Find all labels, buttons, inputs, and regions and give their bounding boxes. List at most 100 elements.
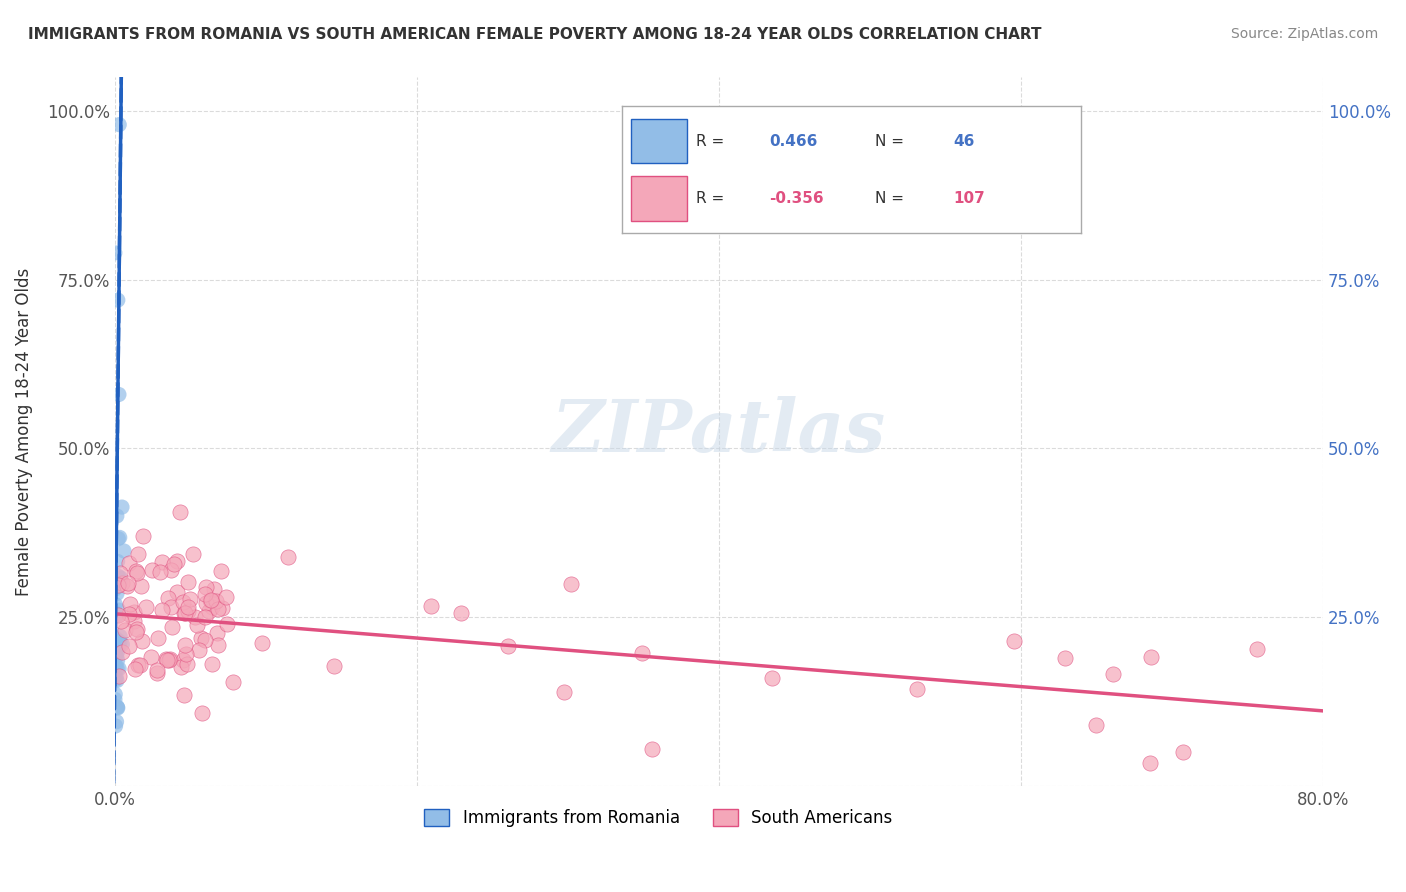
Point xyxy=(118,556,141,570)
Point xyxy=(127,622,149,636)
Point xyxy=(105,648,128,662)
Point xyxy=(173,638,195,652)
Point xyxy=(215,617,238,632)
Point xyxy=(105,586,128,600)
Point xyxy=(222,674,245,689)
Point xyxy=(104,640,127,654)
Point xyxy=(173,606,195,620)
Point xyxy=(160,599,183,614)
Point xyxy=(104,642,127,657)
Point xyxy=(127,566,149,580)
Point xyxy=(1139,756,1161,771)
Point xyxy=(146,631,169,645)
Legend: Immigrants from Romania, South Americans: Immigrants from Romania, South Americans xyxy=(418,803,900,834)
Point xyxy=(177,604,200,618)
Point xyxy=(104,692,127,706)
Y-axis label: Female Poverty Among 18-24 Year Olds: Female Poverty Among 18-24 Year Olds xyxy=(15,268,32,596)
Point xyxy=(145,663,167,677)
Point xyxy=(107,644,129,658)
Point xyxy=(111,645,134,659)
Point xyxy=(104,632,127,646)
Point xyxy=(1054,651,1077,665)
Point xyxy=(118,607,141,622)
Point xyxy=(169,505,191,519)
Point xyxy=(201,657,224,671)
Point xyxy=(107,653,129,667)
Point xyxy=(277,549,299,564)
Point xyxy=(207,602,229,616)
Point xyxy=(207,638,229,652)
Point xyxy=(107,603,129,617)
Point xyxy=(176,575,198,590)
Point xyxy=(107,554,129,568)
Point xyxy=(104,673,127,687)
Point xyxy=(107,669,129,683)
Point xyxy=(108,576,131,591)
Point xyxy=(111,637,134,651)
Point xyxy=(188,642,211,657)
Point xyxy=(553,685,575,699)
Point xyxy=(905,681,928,696)
Point xyxy=(162,620,184,634)
Point xyxy=(174,648,197,662)
Point xyxy=(323,658,346,673)
Point xyxy=(173,688,195,702)
Point xyxy=(108,635,131,649)
Point xyxy=(132,529,155,543)
Point xyxy=(202,582,225,597)
Point xyxy=(105,608,128,623)
Point xyxy=(114,623,136,637)
Point xyxy=(200,592,222,607)
Point xyxy=(105,662,128,676)
Point xyxy=(761,671,783,685)
Point xyxy=(450,607,472,621)
Point xyxy=(107,634,129,648)
Point xyxy=(640,742,662,756)
Point xyxy=(107,532,129,546)
Point xyxy=(176,657,198,672)
Point xyxy=(156,653,179,667)
Point xyxy=(166,554,188,568)
Point xyxy=(105,700,128,714)
Point xyxy=(118,639,141,653)
Point xyxy=(110,571,132,585)
Point xyxy=(1002,633,1025,648)
Point xyxy=(131,633,153,648)
Point xyxy=(198,592,221,607)
Point xyxy=(194,610,217,624)
Point xyxy=(104,644,127,658)
Point xyxy=(141,649,163,664)
Point xyxy=(157,653,180,667)
Point xyxy=(104,687,127,701)
Point xyxy=(125,564,148,578)
Point xyxy=(111,500,134,514)
Point xyxy=(252,635,274,649)
Point xyxy=(120,597,142,611)
Point xyxy=(107,607,129,622)
Point xyxy=(110,614,132,628)
Text: Source: ZipAtlas.com: Source: ZipAtlas.com xyxy=(1230,27,1378,41)
Point xyxy=(170,660,193,674)
Point xyxy=(107,569,129,583)
Text: ZIPatlas: ZIPatlas xyxy=(553,396,886,467)
Point xyxy=(122,605,145,619)
Point xyxy=(201,599,224,614)
Point xyxy=(190,632,212,646)
Point xyxy=(1171,745,1194,759)
Point xyxy=(163,557,186,571)
Point xyxy=(141,563,163,577)
Point xyxy=(104,719,127,733)
Point xyxy=(1139,649,1161,664)
Point xyxy=(108,639,131,653)
Point xyxy=(181,547,204,561)
Point xyxy=(150,603,173,617)
Point xyxy=(124,662,146,676)
Point xyxy=(108,118,131,132)
Text: IMMIGRANTS FROM ROMANIA VS SOUTH AMERICAN FEMALE POVERTY AMONG 18-24 YEAR OLDS C: IMMIGRANTS FROM ROMANIA VS SOUTH AMERICA… xyxy=(28,27,1042,42)
Point xyxy=(117,575,139,590)
Point xyxy=(105,649,128,664)
Point xyxy=(194,633,217,648)
Point xyxy=(127,658,149,673)
Point xyxy=(194,596,217,610)
Point xyxy=(419,599,441,614)
